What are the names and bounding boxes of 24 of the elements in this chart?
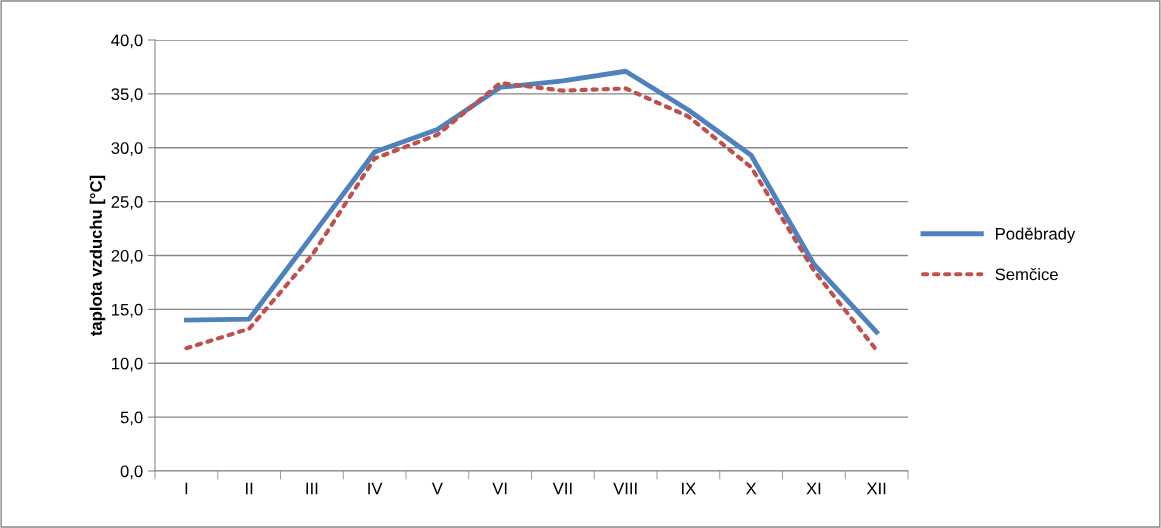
x-tick-label: II <box>246 482 253 495</box>
x-tick-label: XII <box>866 482 886 495</box>
x-tick-label: III <box>306 482 318 495</box>
y-tick-label: 5,0 <box>120 411 143 426</box>
legend-label: Poděbrady <box>996 227 1076 244</box>
x-tick-label: VII <box>552 482 572 495</box>
legend-label: Semčice <box>995 267 1058 281</box>
x-tick-label: V <box>431 482 443 495</box>
x-tick-label: VI <box>492 482 507 495</box>
y-axis-title: taplota vzduchu [°C] <box>89 175 106 336</box>
y-tick-label: 35,0 <box>111 88 143 103</box>
x-tick-label: VIII <box>613 482 637 495</box>
y-tick-label: 40,0 <box>111 34 143 49</box>
x-tick-label: IX <box>682 482 696 495</box>
x-tick-label: IV <box>368 482 383 495</box>
y-tick-label: 0,0 <box>120 465 143 480</box>
x-tick-label: I <box>185 482 188 495</box>
x-tick-label: XI <box>806 482 821 495</box>
x-tick-label: X <box>745 482 757 495</box>
y-tick-label: 30,0 <box>111 142 143 156</box>
y-tick-label: 10,0 <box>112 357 143 372</box>
y-tick-label: 15,0 <box>112 303 143 318</box>
y-tick-label: 25,0 <box>111 196 143 210</box>
y-tick-label: 20,0 <box>111 249 143 264</box>
